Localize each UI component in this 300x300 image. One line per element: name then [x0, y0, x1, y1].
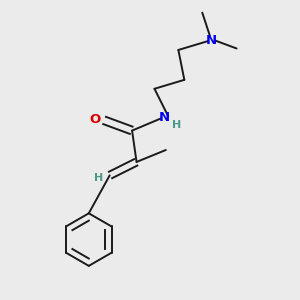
Text: H: H [94, 173, 103, 183]
Text: N: N [206, 34, 218, 46]
Text: N: N [159, 111, 170, 124]
Text: H: H [172, 120, 182, 130]
Text: O: O [90, 113, 101, 126]
